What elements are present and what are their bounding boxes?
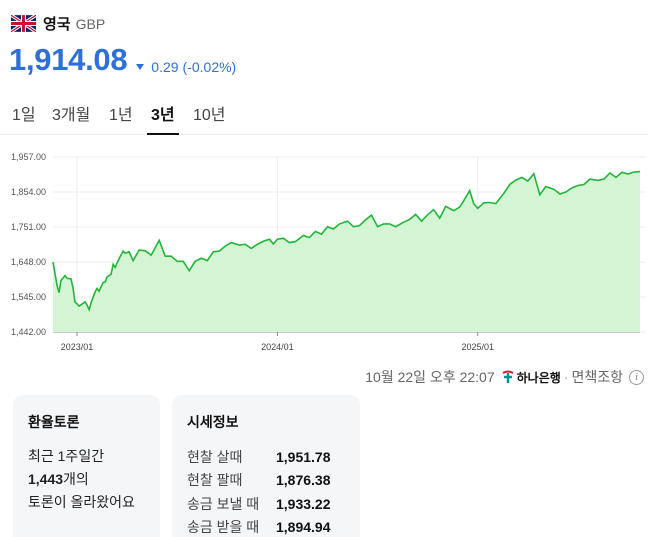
x-tick-label: 2025/01 (461, 342, 494, 352)
quote-row-send: 송금 보낼 때 1,933.22 (187, 492, 345, 516)
chart-area-fill (53, 171, 640, 332)
x-tick-label: 2023/01 (61, 342, 94, 352)
uk-flag-icon (11, 15, 36, 32)
x-tick-label: 2024/01 (261, 342, 294, 352)
quote-row-cash-sell: 현찰 팔때 1,876.38 (187, 469, 345, 493)
current-rate: 1,914.08 (9, 42, 128, 77)
quote-value: 1,951.78 (276, 448, 331, 465)
rate-change: 0.29 (-0.02%) (136, 59, 236, 75)
forum-card[interactable]: 환율토론 최근 1주일간 1,443개의 토론이 올라왔어요 (13, 395, 160, 537)
forum-line-1: 최근 1주일간 (28, 448, 105, 464)
currency-code: GBP (75, 15, 106, 32)
quote-list: 현찰 살때 1,951.78 현찰 팔때 1,876.38 송금 보낼 때 1,… (187, 445, 345, 537)
quote-row-cash-buy: 현찰 살때 1,951.78 (187, 445, 345, 469)
quote-row-receive: 송금 받을 때 1,894.94 (187, 516, 345, 537)
quote-value: 1,894.94 (276, 519, 331, 536)
forum-card-title: 환율토론 (28, 414, 80, 430)
quote-label: 송금 보낼 때 (187, 495, 260, 512)
country-name: 영국 (43, 16, 71, 33)
update-time: 10월 22일 오후 22:07 (365, 369, 495, 385)
quote-label: 현찰 살때 (187, 448, 243, 465)
y-axis-labels: 1,957.00 1,854.00 1,751.00 1,648.00 1,545.00… (11, 152, 46, 337)
disclaimer-link[interactable]: 면책조항 (571, 369, 623, 385)
tab-10y[interactable]: 10년 (193, 107, 226, 124)
y-tick-label: 1,442.00 (11, 327, 46, 337)
info-icon[interactable]: i (629, 369, 644, 385)
hana-bank-logo: 하나은행 (501, 369, 561, 386)
forum-line-3: 토론이 올라왔어요 (28, 494, 135, 510)
quote-label: 송금 받을 때 (187, 519, 260, 536)
exchange-rate-chart[interactable]: 1,957.00 1,854.00 1,751.00 1,648.00 1,545.00… (0, 146, 656, 360)
forum-count-suffix: 개의 (63, 471, 89, 487)
update-info: 10월 22일 오후 22:07 하나은행 · 면책조항 i (365, 367, 644, 387)
chart-series-line (52, 170, 641, 312)
quote-value: 1,933.22 (276, 495, 331, 512)
forum-count: 1,443 (28, 471, 64, 487)
tab-3y[interactable]: 3년 (147, 101, 179, 135)
quote-label: 현찰 팔때 (187, 472, 243, 489)
currency-header: 영국 GBP (11, 13, 105, 34)
quote-card-title: 시세정보 (187, 414, 239, 430)
tab-1y[interactable]: 1년 (109, 107, 133, 124)
tab-1d[interactable]: 1일 (12, 107, 36, 124)
quote-card: 시세정보 현찰 살때 1,951.78 현찰 팔때 1,876.38 송금 보낼… (172, 395, 360, 537)
x-axis-labels: 2023/01 2024/01 2025/01 (61, 342, 494, 352)
change-amount: 0.29 (151, 59, 179, 75)
separator-dot: · (563, 369, 569, 385)
down-triangle-icon (136, 64, 145, 70)
hana-bank-icon (502, 370, 514, 383)
y-tick-label: 1,545.00 (11, 292, 46, 302)
forum-line-2: 1,443개의 (28, 468, 145, 491)
change-percent: (-0.02%) (182, 59, 237, 75)
period-tabs: 1일 3개월 1년 3년 10년 (0, 96, 648, 135)
quote-value: 1,876.38 (276, 472, 331, 489)
tab-3m[interactable]: 3개월 (52, 107, 91, 124)
y-tick-label: 1,854.00 (11, 187, 46, 197)
y-tick-label: 1,751.00 (11, 222, 46, 232)
y-tick-label: 1,957.00 (11, 152, 46, 162)
forum-summary: 최근 1주일간 1,443개의 토론이 올라왔어요 (28, 445, 145, 514)
y-tick-label: 1,648.00 (11, 257, 46, 267)
price-row: 1,914.08 0.29 (-0.02%) (9, 42, 236, 78)
source-bank: 하나은행 (516, 370, 561, 385)
